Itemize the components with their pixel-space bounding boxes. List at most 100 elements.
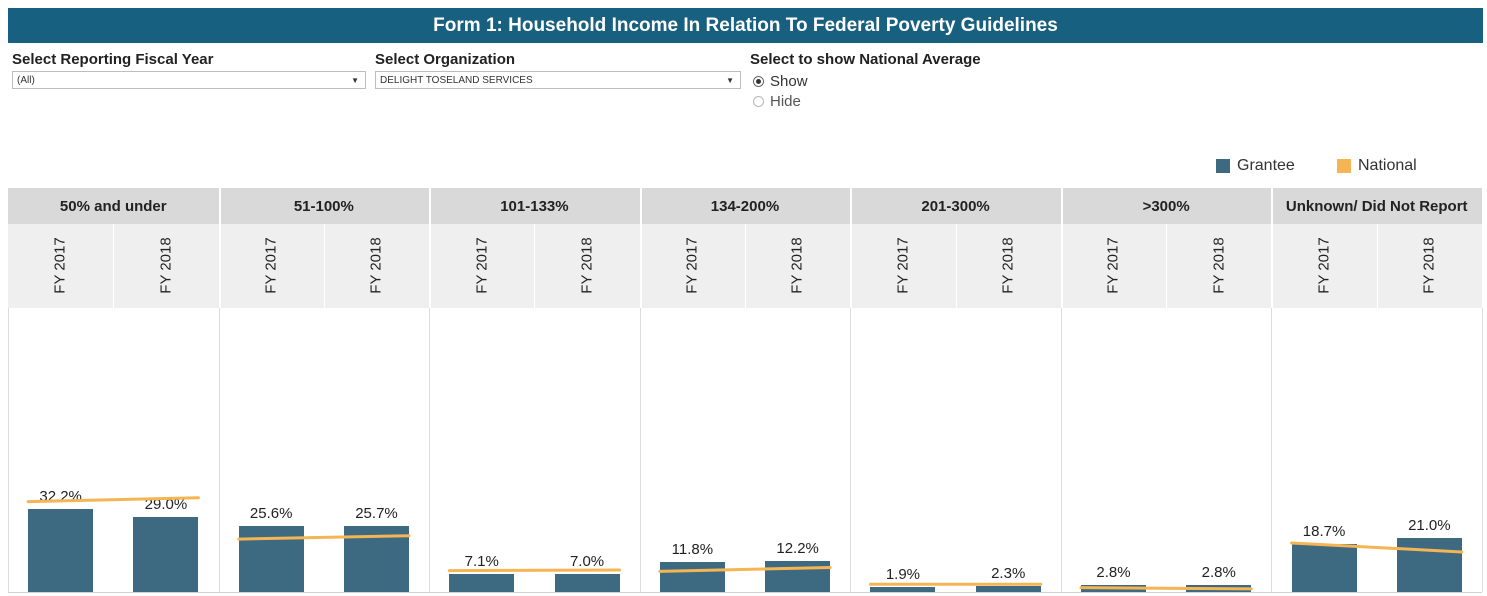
bar-300-fy2018[interactable] (1186, 584, 1252, 592)
bar-51-100-fy2017[interactable] (238, 525, 304, 592)
fiscal-year-label: FY 2018 (151, 228, 181, 303)
organization-filter: Select Organization DELIGHT TOSELAND SER… (375, 51, 741, 89)
fiscal-year-text: FY 2017 (1315, 237, 1333, 294)
category-header: 101-133% (500, 197, 569, 215)
category-header: >300% (1142, 197, 1190, 215)
fiscal-year-text: FY 2017 (894, 237, 912, 294)
fiscal-year-label: FY 2017 (467, 228, 497, 303)
national-line-101-133[interactable] (447, 568, 622, 573)
panel-divider (850, 188, 852, 593)
chart-baseline (8, 592, 1482, 593)
category-header-band (8, 188, 1482, 224)
fiscal-year-value: (All) (17, 74, 35, 86)
fiscal-year-select[interactable]: (All) ▼ (12, 71, 366, 89)
organization-select[interactable]: DELIGHT TOSELAND SERVICES ▼ (375, 71, 741, 89)
panel-divider (1271, 308, 1272, 592)
fiscal-year-text: FY 2018 (999, 237, 1017, 294)
chevron-down-icon: ▼ (726, 75, 734, 85)
radio-hide[interactable]: Hide (750, 91, 981, 111)
legend-national[interactable]: National (1337, 157, 1417, 175)
legend-national-label: National (1358, 157, 1417, 174)
column-divider (113, 224, 114, 308)
fiscal-year-text: FY 2018 (1420, 237, 1438, 294)
column-divider (1166, 224, 1167, 308)
fiscal-year-text: FY 2017 (52, 237, 70, 294)
fiscal-year-text: FY 2018 (578, 237, 596, 294)
fiscal-year-text: FY 2018 (1210, 237, 1228, 294)
column-divider (534, 224, 535, 308)
fiscal-year-text: FY 2017 (473, 237, 491, 294)
fiscal-year-label: FY 2017 (677, 228, 707, 303)
legend-grantee[interactable]: Grantee (1216, 157, 1295, 175)
panel-divider (1061, 308, 1062, 592)
national-average-filter: Select to show National Average Show Hid… (750, 51, 981, 111)
category-header: 51-100% (293, 197, 354, 215)
fiscal-year-label: FY 2017 (1309, 228, 1339, 303)
bar-50-and-under-fy2017[interactable] (28, 508, 94, 592)
bar-201-300-fy2018[interactable] (975, 586, 1041, 592)
organization-label: Select Organization (375, 51, 516, 68)
bar-101-133-fy2018[interactable] (554, 573, 620, 592)
fiscal-year-label: FY 2017 (46, 228, 76, 303)
bar-50-and-under-fy2018[interactable] (133, 517, 199, 592)
bar-201-300-fy2017[interactable] (870, 587, 936, 592)
national-swatch (1337, 159, 1351, 173)
bar-300-fy2017[interactable] (1081, 584, 1146, 592)
bar-134-200-fy2017[interactable] (659, 561, 725, 592)
data-label: 32.2% (39, 487, 82, 505)
radio-selected-icon (753, 75, 764, 87)
chart-right-border (1482, 308, 1483, 592)
data-label: 29.0% (144, 496, 188, 514)
column-divider (745, 224, 746, 308)
data-label: 7.0% (569, 552, 605, 570)
fiscal-year-text: FY 2018 (157, 237, 175, 294)
panel-divider (219, 308, 220, 592)
fiscal-year-text: FY 2018 (368, 237, 385, 294)
data-label: 21.0% (1408, 516, 1451, 534)
fiscal-year-label: FY 2018 (783, 228, 813, 303)
radio-hide-label: Hide (770, 92, 801, 110)
category-header: 201-300% (921, 197, 990, 215)
data-label: 2.8% (1201, 563, 1236, 581)
fiscal-year-label: FY 2017 (1099, 228, 1129, 303)
bar-134-200-fy2018[interactable] (765, 560, 831, 592)
bar-unknown-did-not-report-fy2017[interactable] (1291, 543, 1357, 592)
panel-divider (1271, 188, 1273, 593)
chart-left-border (8, 308, 9, 592)
data-label: 25.7% (355, 504, 398, 522)
data-label: 2.3% (991, 565, 1026, 583)
fiscal-year-label: FY 2018 (362, 228, 392, 303)
fiscal-year-label: Select Reporting Fiscal Year (12, 51, 214, 68)
data-label: 1.9% (885, 566, 921, 584)
radio-show-label: Show (770, 72, 808, 90)
fiscal-year-label: FY 2017 (256, 228, 286, 303)
category-header: 50% and under (59, 197, 167, 215)
bar-51-100-fy2018[interactable] (344, 525, 409, 592)
fiscal-year-label: FY 2018 (993, 228, 1023, 303)
category-header: Unknown/ Did Not Report (1285, 197, 1468, 215)
fiscal-year-label: FY 2018 (1204, 228, 1234, 303)
column-divider (1377, 224, 1378, 308)
organization-value: DELIGHT TOSELAND SERVICES (380, 74, 533, 86)
national-average-label: Select to show National Average (750, 51, 981, 68)
radio-unselected-icon (753, 95, 764, 107)
fiscal-year-label: FY 2018 (572, 228, 602, 303)
fiscal-year-text: FY 2017 (1105, 237, 1122, 294)
fiscal-year-text: FY 2017 (683, 237, 701, 294)
data-label: 12.2% (776, 539, 819, 557)
category-header: 134-200% (710, 197, 780, 215)
column-divider (324, 224, 325, 308)
panel-divider (640, 308, 641, 592)
bar-unknown-did-not-report-fy2018[interactable] (1396, 537, 1462, 592)
panel-divider (640, 188, 642, 593)
data-label: 2.8% (1096, 563, 1131, 581)
fiscal-year-text: FY 2017 (262, 237, 280, 294)
fiscal-year-text: FY 2018 (789, 237, 807, 294)
panel-divider (429, 308, 430, 592)
fiscal-year-label: FY 2018 (1414, 228, 1444, 303)
panel-divider (219, 188, 221, 593)
radio-show[interactable]: Show (750, 71, 981, 91)
column-divider (956, 224, 957, 308)
fiscal-year-label: FY 2017 (888, 228, 918, 303)
bar-101-133-fy2017[interactable] (449, 573, 515, 592)
